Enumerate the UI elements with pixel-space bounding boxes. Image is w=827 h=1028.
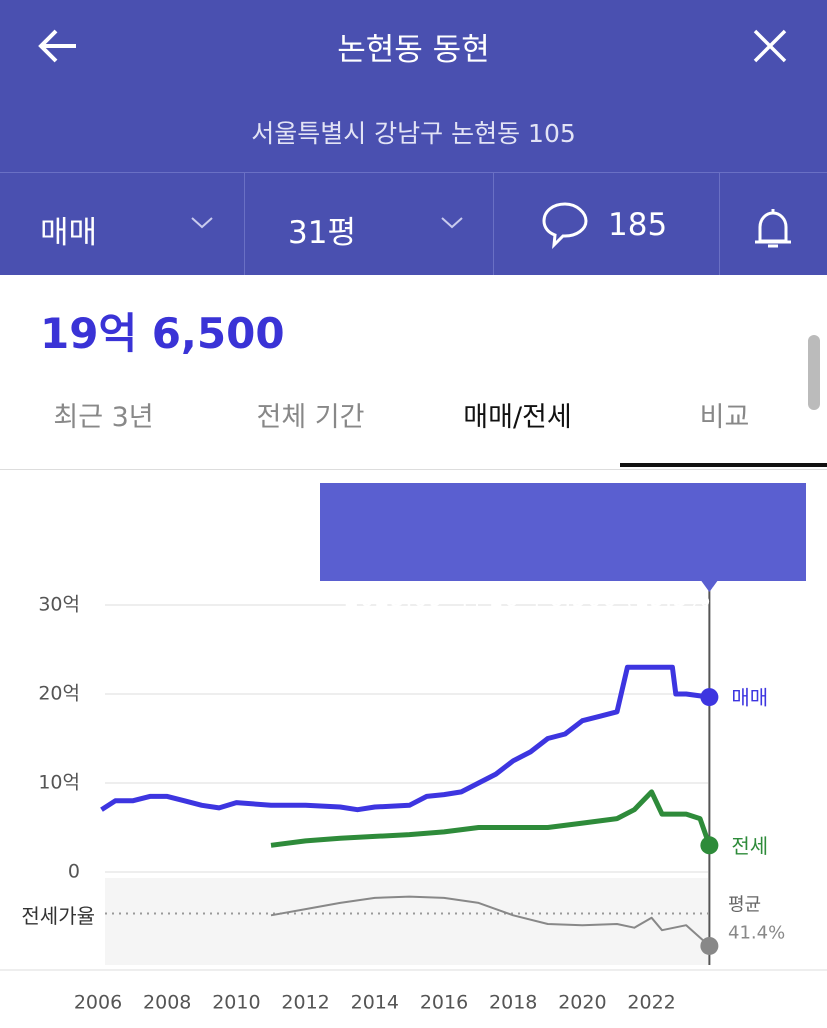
y-tick-label: 30억	[38, 594, 80, 616]
ratio-panel	[105, 878, 708, 965]
x-tick-label: 2022	[627, 992, 675, 1014]
divider	[244, 172, 245, 275]
tooltip-pointer	[701, 581, 718, 592]
x-tick-label: 2014	[351, 992, 399, 1014]
series-label: 전세가율	[21, 904, 95, 928]
address: 서울특별시 강남구 논현동 105	[251, 119, 576, 148]
tooltip-line: 매매 19억 6,500 / 전세 3억	[344, 626, 638, 654]
size-filter[interactable]: 31평	[288, 215, 356, 251]
series-line	[270, 789, 712, 848]
y-tick-label: 20억	[38, 683, 80, 705]
deal-filter[interactable]: 매매	[40, 215, 98, 251]
end-dot	[700, 688, 719, 707]
bell-icon[interactable]	[750, 205, 796, 251]
chevron	[441, 217, 463, 229]
x-tick-label: 2006	[74, 992, 122, 1014]
x-tick-label: 2008	[143, 992, 191, 1014]
tab[interactable]: 매매/전세	[463, 402, 572, 433]
x-tick-label: 2018	[489, 992, 537, 1014]
average-value: 41.4%	[728, 923, 785, 944]
y-tick-label: 0	[68, 861, 80, 883]
x-tick-label: 2010	[212, 992, 260, 1014]
divider	[719, 172, 720, 275]
tab[interactable]: 비교	[699, 402, 750, 433]
tooltip-line: 2023.09 갭 16억 6,500 (15.3%)	[344, 584, 720, 612]
title: 논현동 동현	[337, 32, 490, 68]
average-label: 평균	[728, 895, 761, 916]
series-line	[100, 664, 710, 813]
price: 19억 6,500	[40, 309, 285, 358]
comment-count: 185	[608, 207, 668, 243]
comment-icon[interactable]	[540, 200, 590, 250]
x-tick-label: 2016	[420, 992, 468, 1014]
y-tick-label: 10억	[38, 772, 80, 794]
series-label: 매매	[731, 686, 768, 710]
series-line	[270, 895, 711, 947]
scrollbar	[808, 335, 820, 410]
end-dot	[700, 936, 719, 955]
tab-underline	[620, 463, 827, 467]
tooltip: 2023.09 갭 16억 6,500 (15.3%) 매매 19억 6,500 …	[320, 483, 806, 654]
close-button[interactable]	[752, 28, 788, 64]
x-tick-label: 2012	[281, 992, 329, 1014]
chevron	[191, 217, 213, 229]
divider	[0, 469, 827, 470]
chart: 0 10억 20억 30억 2006 2008 2010 2012 2014 2016 2018 20…	[0, 581, 827, 1014]
x-tick-label: 2020	[558, 992, 606, 1014]
back-button[interactable]	[36, 26, 80, 66]
tab[interactable]: 전체 기간	[256, 402, 365, 433]
tab[interactable]: 최근 3년	[53, 402, 154, 433]
tabs: 최근 3년 전체 기간 매매/전세 비교	[0, 395, 827, 470]
end-dot	[700, 836, 719, 855]
header: 논현동 동현 서울특별시 강남구 논현동 105 매매 31평 185	[0, 0, 827, 275]
divider	[0, 172, 827, 173]
divider	[493, 172, 494, 275]
series-label: 전세	[731, 834, 768, 858]
